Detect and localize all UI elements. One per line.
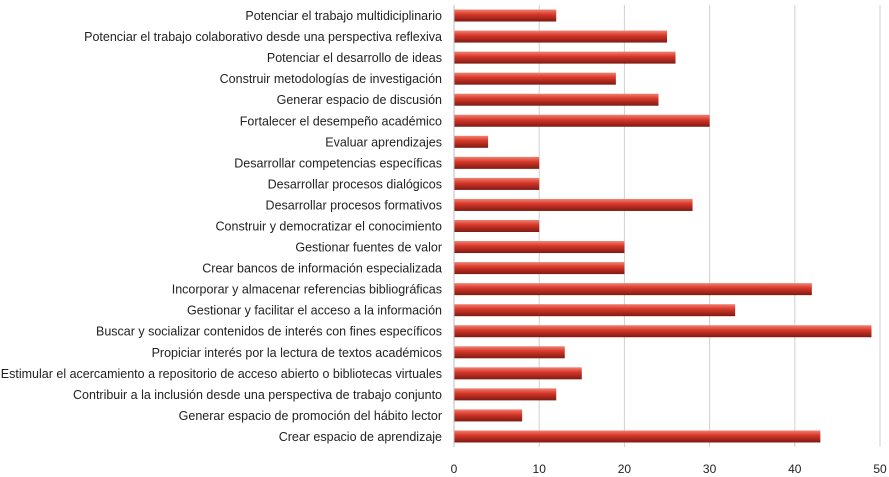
category-label: Desarrollar competencias específicas bbox=[234, 156, 442, 170]
category-label: Construir y democratizar el conocimiento bbox=[216, 220, 443, 234]
x-tick-label: 30 bbox=[703, 462, 717, 476]
category-label: Desarrollar procesos dialógicos bbox=[268, 177, 442, 191]
bar bbox=[454, 283, 812, 296]
bar bbox=[454, 135, 489, 148]
category-label: Potenciar el trabajo colaborativo desde … bbox=[84, 30, 442, 44]
bar bbox=[454, 325, 872, 338]
category-label: Crear bancos de información especializad… bbox=[202, 262, 442, 276]
category-label: Crear espacio de aprendizaje bbox=[279, 430, 442, 444]
category-label: Buscar y socializar contenidos de interé… bbox=[96, 325, 442, 339]
bar bbox=[454, 9, 557, 22]
bar bbox=[454, 156, 540, 169]
bar bbox=[454, 93, 659, 106]
category-label: Gestionar fuentes de valor bbox=[295, 241, 442, 255]
bar bbox=[454, 430, 821, 443]
category-label: Desarrollar procesos formativos bbox=[266, 198, 442, 212]
x-tick-label: 10 bbox=[533, 462, 547, 476]
bar bbox=[454, 304, 736, 317]
category-label: Fortalecer el desempeño académico bbox=[240, 114, 442, 128]
category-label: Contribuir a la inclusión desde una pers… bbox=[73, 388, 442, 402]
bar bbox=[454, 177, 540, 190]
category-label: Propiciar interés por la lectura de text… bbox=[152, 346, 442, 360]
bar bbox=[454, 409, 523, 422]
x-tick-label: 40 bbox=[788, 462, 802, 476]
x-tick-label: 50 bbox=[873, 462, 887, 476]
bar bbox=[454, 198, 693, 211]
bar bbox=[454, 346, 565, 359]
bars bbox=[454, 9, 872, 443]
x-tick-label: 0 bbox=[451, 462, 458, 476]
category-label: Estimular el acercamiento a repositorio … bbox=[1, 367, 442, 381]
category-label: Generar espacio de promoción del hábito … bbox=[179, 409, 442, 423]
category-label: Potenciar el trabajo multidiciplinario bbox=[245, 9, 442, 23]
bar bbox=[454, 262, 625, 275]
category-labels: Potenciar el trabajo multidiciplinario Po… bbox=[1, 9, 442, 444]
bar bbox=[454, 114, 710, 127]
category-label: Construir metodologías de investigación bbox=[220, 72, 442, 86]
x-tick-label: 20 bbox=[618, 462, 632, 476]
bar bbox=[454, 51, 676, 64]
bar bbox=[454, 241, 625, 254]
bar bbox=[454, 388, 557, 401]
x-tick-labels: 0 10 20 30 40 50 bbox=[451, 462, 887, 476]
bar bbox=[454, 72, 616, 85]
category-label: Evaluar aprendizajes bbox=[325, 135, 442, 149]
bar bbox=[454, 220, 540, 232]
category-label: Generar espacio de discusión bbox=[277, 93, 442, 107]
category-label: Gestionar y facilitar el acceso a la inf… bbox=[187, 304, 442, 318]
bar bbox=[454, 30, 667, 43]
category-label: Potenciar el desarrollo de ideas bbox=[267, 51, 442, 65]
category-label: Incorporar y almacenar referencias bibli… bbox=[172, 283, 442, 297]
bar bbox=[454, 367, 582, 380]
grid-lines bbox=[538, 5, 881, 447]
